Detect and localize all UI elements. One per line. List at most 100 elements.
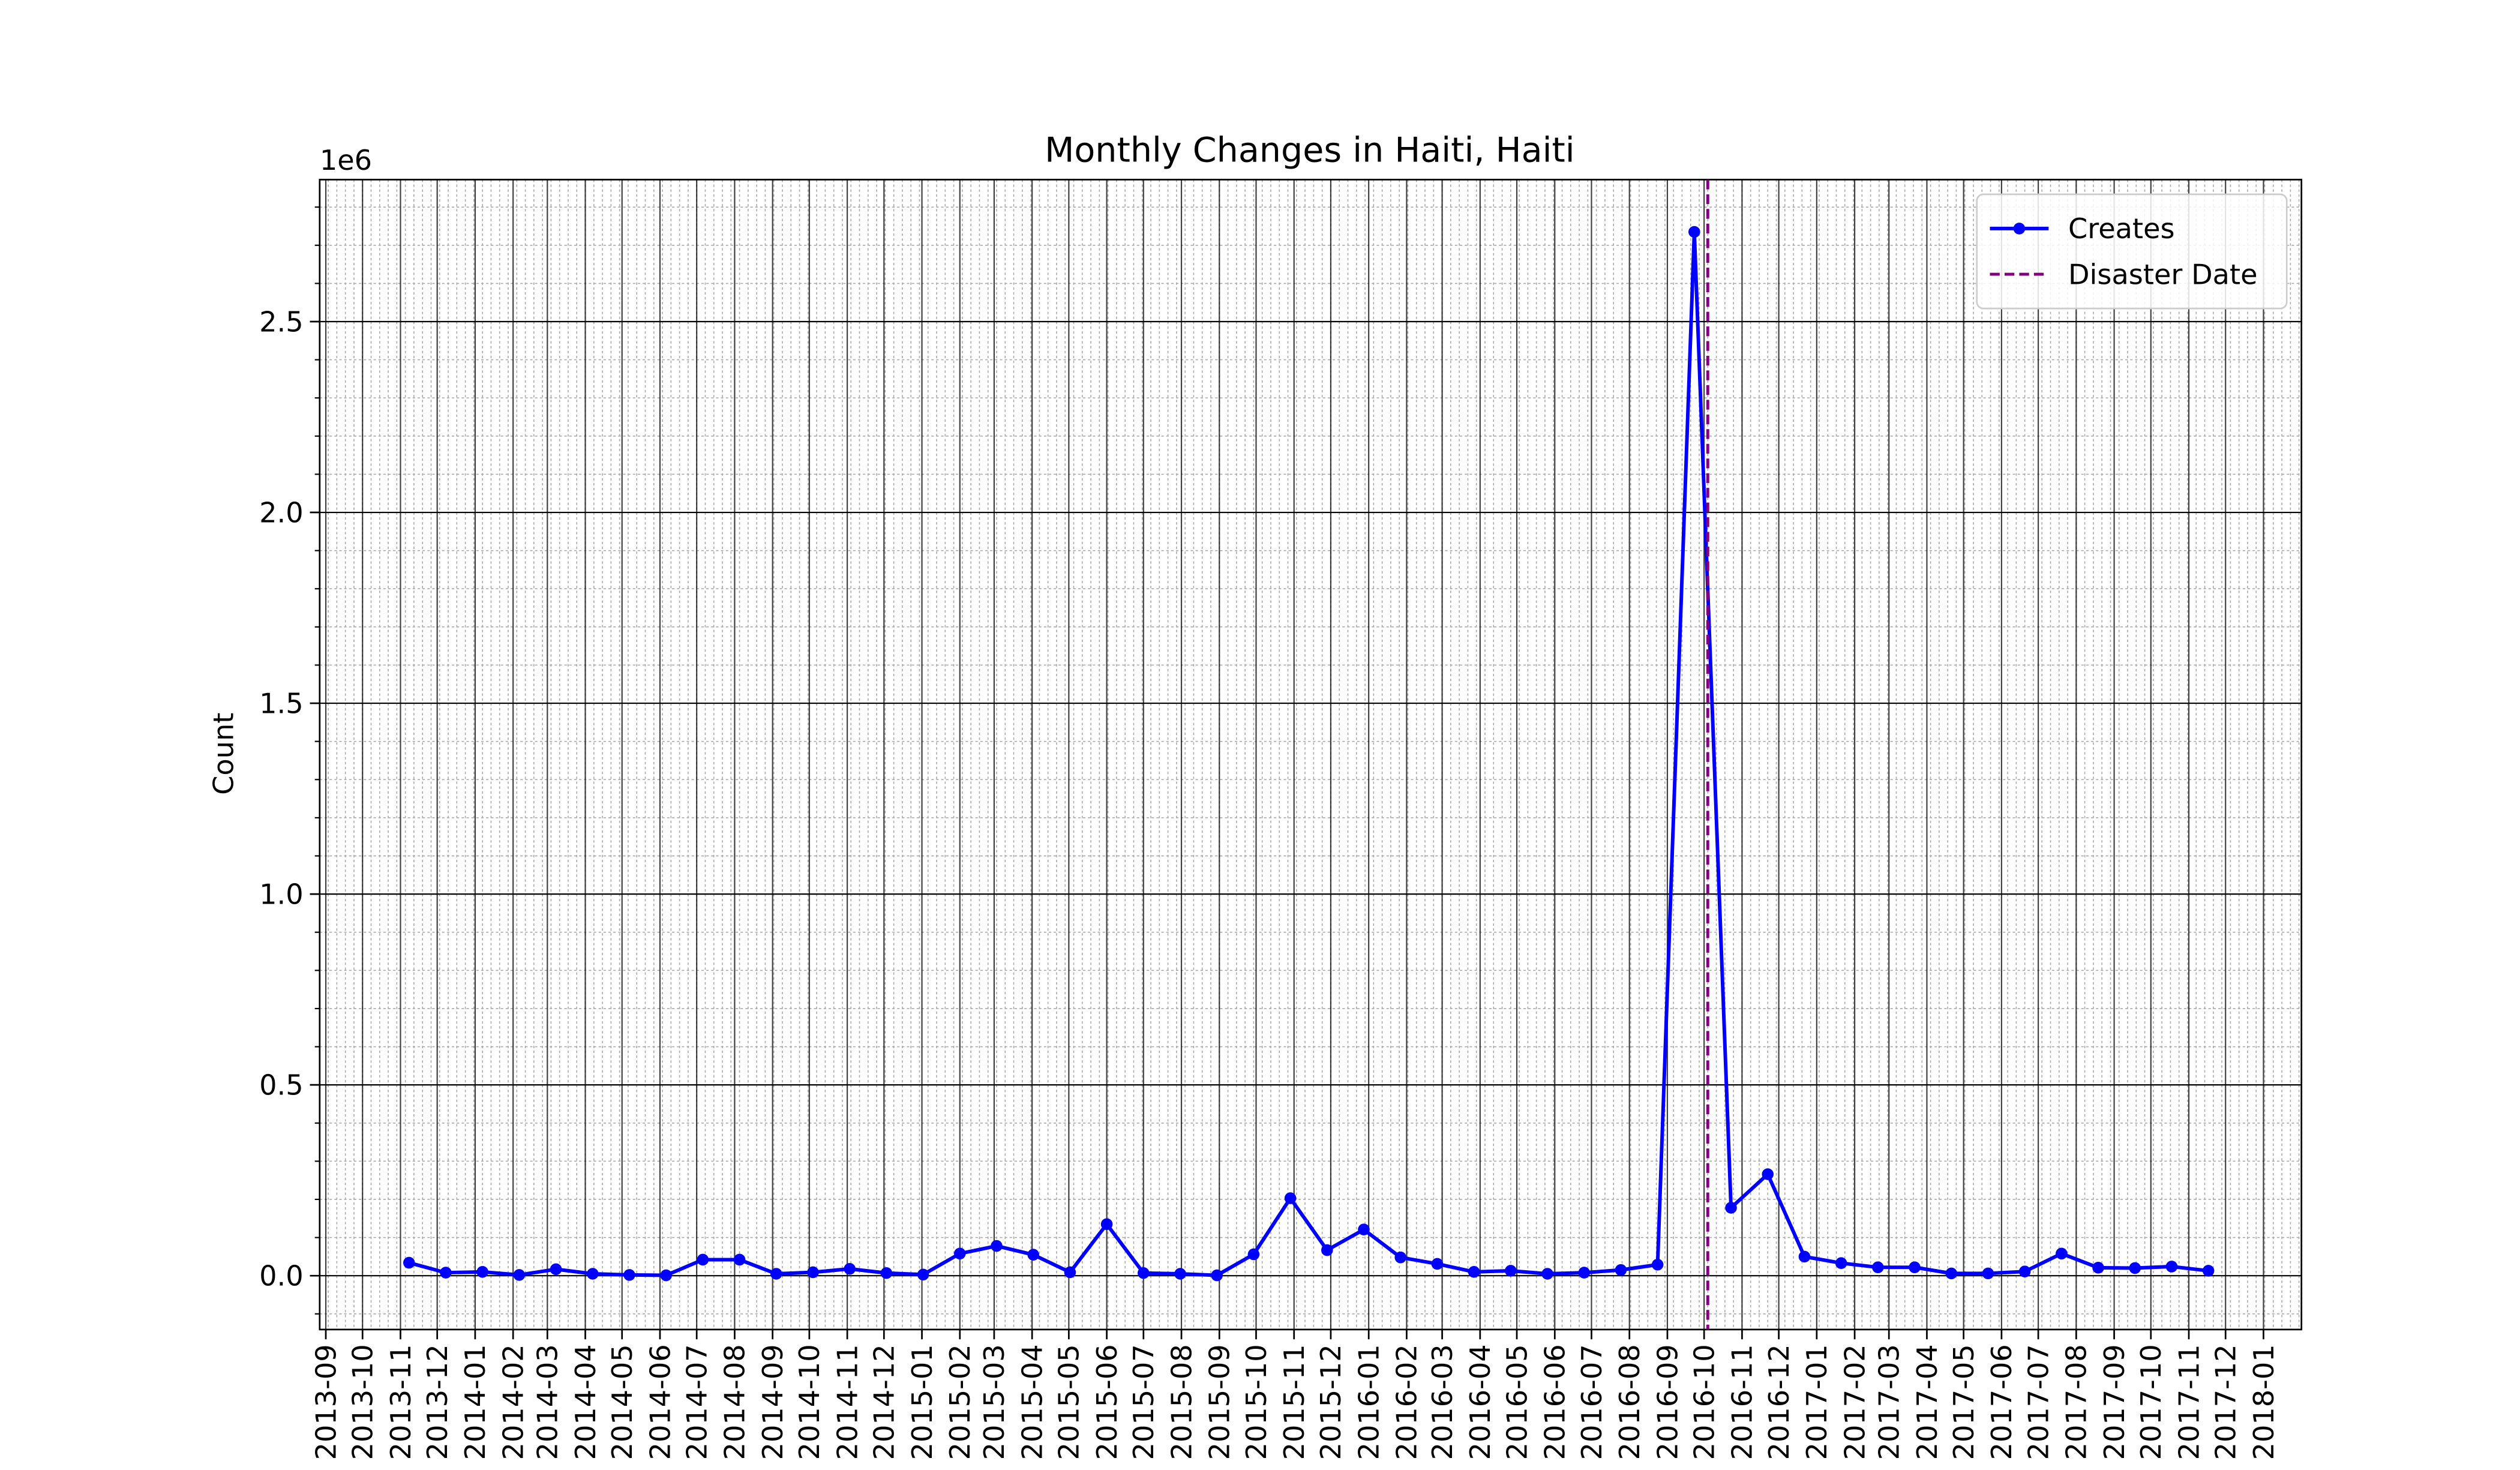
data-point	[1468, 1266, 1480, 1278]
x-tick-label: 2016-05	[1501, 1344, 1533, 1460]
plot-frame	[319, 179, 2303, 1331]
x-tick-label: 2015-04	[1016, 1344, 1048, 1460]
y-tick-label: 1.0	[259, 878, 303, 910]
data-point	[623, 1269, 635, 1281]
x-tick-label: 2014-12	[868, 1344, 901, 1460]
x-tick-label: 2017-01	[1801, 1344, 1833, 1460]
data-point	[991, 1240, 1003, 1252]
legend-marker	[2013, 223, 2026, 235]
data-point	[1431, 1258, 1444, 1270]
data-point	[844, 1262, 856, 1275]
x-tick-label: 2015-01	[906, 1344, 938, 1460]
data-point	[1394, 1251, 1407, 1264]
data-point	[880, 1267, 893, 1279]
data-point	[476, 1266, 488, 1278]
data-point	[2018, 1265, 2031, 1277]
x-tick-label: 2016-01	[1352, 1344, 1385, 1460]
data-point	[1211, 1269, 1223, 1282]
y-tick-label: 0.0	[259, 1259, 303, 1292]
y-axis-label: Count	[208, 713, 240, 795]
x-tick-label: 2013-12	[421, 1344, 454, 1460]
data-point	[1651, 1258, 1664, 1271]
data-point	[403, 1256, 415, 1269]
x-tick-label: 2014-09	[757, 1344, 789, 1460]
data-point	[2056, 1247, 2068, 1260]
x-tick-label: 2016-11	[1726, 1344, 1759, 1460]
x-tick-label: 2017-10	[2135, 1344, 2167, 1460]
x-tick-label: 2016-04	[1464, 1344, 1496, 1460]
data-point	[2165, 1261, 2178, 1273]
data-point	[770, 1268, 782, 1280]
legend-box	[1976, 193, 2288, 310]
data-point	[2092, 1262, 2104, 1274]
x-tick-label: 2016-08	[1613, 1344, 1646, 1460]
x-tick-label: 2014-02	[497, 1344, 529, 1460]
data-point	[1505, 1265, 1517, 1277]
data-point	[1982, 1267, 1994, 1280]
data-point	[1835, 1257, 1847, 1269]
data-point	[2129, 1262, 2141, 1274]
x-tick-label: 2015-08	[1165, 1344, 1198, 1460]
x-tick-label: 2016-06	[1539, 1344, 1571, 1460]
data-point	[807, 1266, 819, 1279]
x-tick-label: 2014-10	[793, 1344, 826, 1460]
x-tick-label: 2017-11	[2173, 1344, 2205, 1460]
x-tick-label: 2014-07	[680, 1344, 713, 1460]
data-point	[1321, 1244, 1333, 1256]
x-tick-label: 2018-01	[2248, 1344, 2280, 1460]
data-point	[1138, 1267, 1150, 1279]
x-tick-label: 2016-10	[1688, 1344, 1720, 1460]
y-tick-label: 2.0	[259, 496, 303, 529]
data-point	[550, 1263, 562, 1276]
data-point	[1541, 1268, 1553, 1280]
x-tick-label: 2014-08	[719, 1344, 751, 1460]
x-tick-label: 2016-02	[1391, 1344, 1423, 1460]
data-point	[2202, 1265, 2215, 1277]
data-point	[1064, 1266, 1076, 1279]
data-point	[1762, 1168, 1774, 1180]
data-point	[1027, 1249, 1039, 1261]
y-tick-label: 2.5	[259, 305, 303, 338]
data-point	[697, 1253, 709, 1266]
data-point	[1100, 1218, 1113, 1231]
data-point	[733, 1253, 746, 1266]
x-tick-label: 2016-07	[1576, 1344, 1608, 1460]
x-tick-label: 2015-12	[1315, 1344, 1347, 1460]
data-point	[660, 1269, 672, 1282]
data-point	[1798, 1250, 1811, 1263]
x-tick-label: 2015-10	[1240, 1344, 1273, 1460]
data-point	[1909, 1261, 1921, 1273]
x-tick-label: 2013-09	[310, 1344, 342, 1460]
data-line	[408, 230, 2209, 1277]
x-tick-label: 2016-09	[1651, 1344, 1684, 1460]
y-offset-label: 1e6	[320, 144, 372, 176]
x-tick-label: 2015-09	[1204, 1344, 1236, 1460]
x-tick-label: 2013-10	[347, 1344, 379, 1460]
x-tick-label: 2016-12	[1763, 1344, 1795, 1460]
data-point	[1358, 1223, 1370, 1236]
legend-label: Creates	[2068, 212, 2175, 245]
data-point	[1247, 1248, 1260, 1261]
x-tick-label: 2013-11	[385, 1344, 417, 1460]
data-point	[513, 1269, 526, 1281]
x-tick-label: 2015-06	[1091, 1344, 1123, 1460]
x-tick-label: 2017-12	[2210, 1344, 2242, 1460]
data-point	[953, 1247, 966, 1260]
x-tick-label: 2017-07	[2022, 1344, 2054, 1460]
x-tick-label: 2015-03	[978, 1344, 1010, 1460]
data-point	[1578, 1267, 1591, 1279]
legend-label: Disaster Date	[2068, 258, 2258, 290]
data-point	[917, 1268, 929, 1281]
x-tick-label: 2014-06	[644, 1344, 676, 1460]
x-tick-label: 2014-04	[569, 1344, 602, 1460]
data-point	[1872, 1261, 1884, 1273]
data-point	[440, 1267, 452, 1279]
x-tick-label: 2017-03	[1873, 1344, 1906, 1460]
data-point	[1615, 1264, 1627, 1276]
data-point	[586, 1268, 599, 1280]
x-tick-label: 2014-03	[532, 1344, 564, 1460]
data-point	[1284, 1192, 1297, 1204]
x-tick-label: 2015-02	[944, 1344, 976, 1460]
data-point	[1174, 1268, 1186, 1280]
